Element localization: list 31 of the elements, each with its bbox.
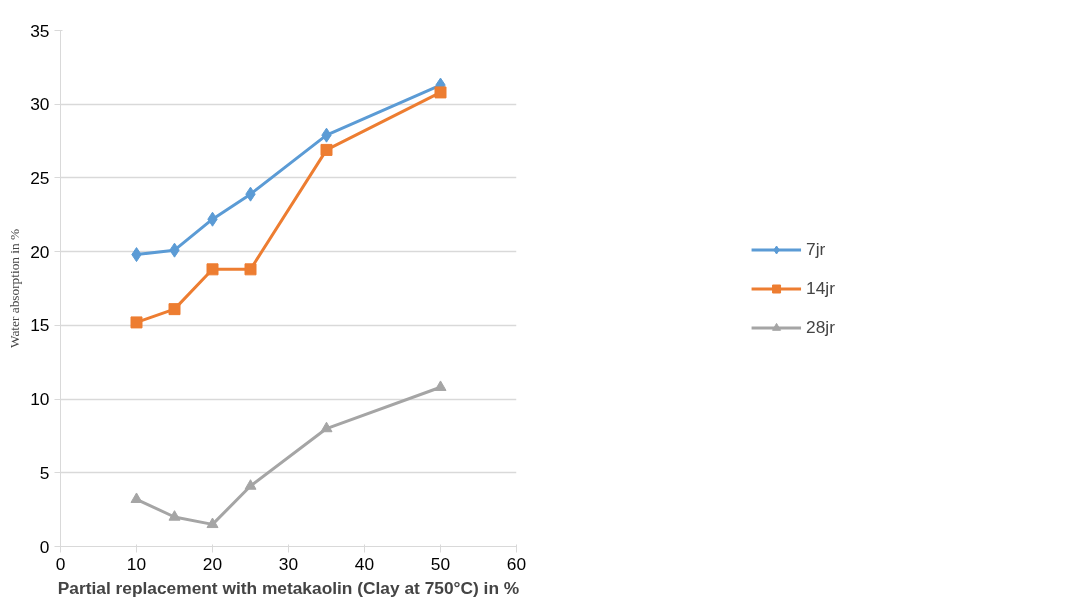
point [434,380,447,391]
y-tick-label: 15 [30,315,50,336]
y-axis-title: Water absorption in % [7,228,23,349]
y-tick-label: 10 [30,389,50,410]
point [168,303,181,316]
x-tick-label: 50 [430,553,451,574]
y-tick-label: 0 [39,536,50,557]
point [434,86,447,99]
y-tick-label: 5 [39,462,50,483]
point [206,263,219,276]
x-tick-label: 30 [278,553,299,574]
point [320,143,333,156]
y-tick-label: 30 [30,94,50,115]
y-tick-label: 20 [30,241,50,262]
point [168,510,181,521]
legend-label: 14jr [806,277,835,299]
x-tick-label: 20 [202,553,223,574]
point [206,517,219,529]
y-tick-label: 25 [30,167,50,188]
point [244,263,257,276]
point [244,479,257,490]
legend-label: 28jr [806,316,835,338]
x-tick-label: 60 [506,553,527,574]
x-tick-label: 40 [354,553,375,574]
point [130,316,143,329]
point [320,421,333,433]
x-tick-label: 10 [126,553,147,574]
legend-label: 7jr [806,238,827,260]
y-tick-label: 35 [30,20,50,41]
x-axis-title: Partial replacement with metakaolin (Clay at 750°C) in % [57,577,520,598]
x-tick-label: 0 [55,553,66,574]
